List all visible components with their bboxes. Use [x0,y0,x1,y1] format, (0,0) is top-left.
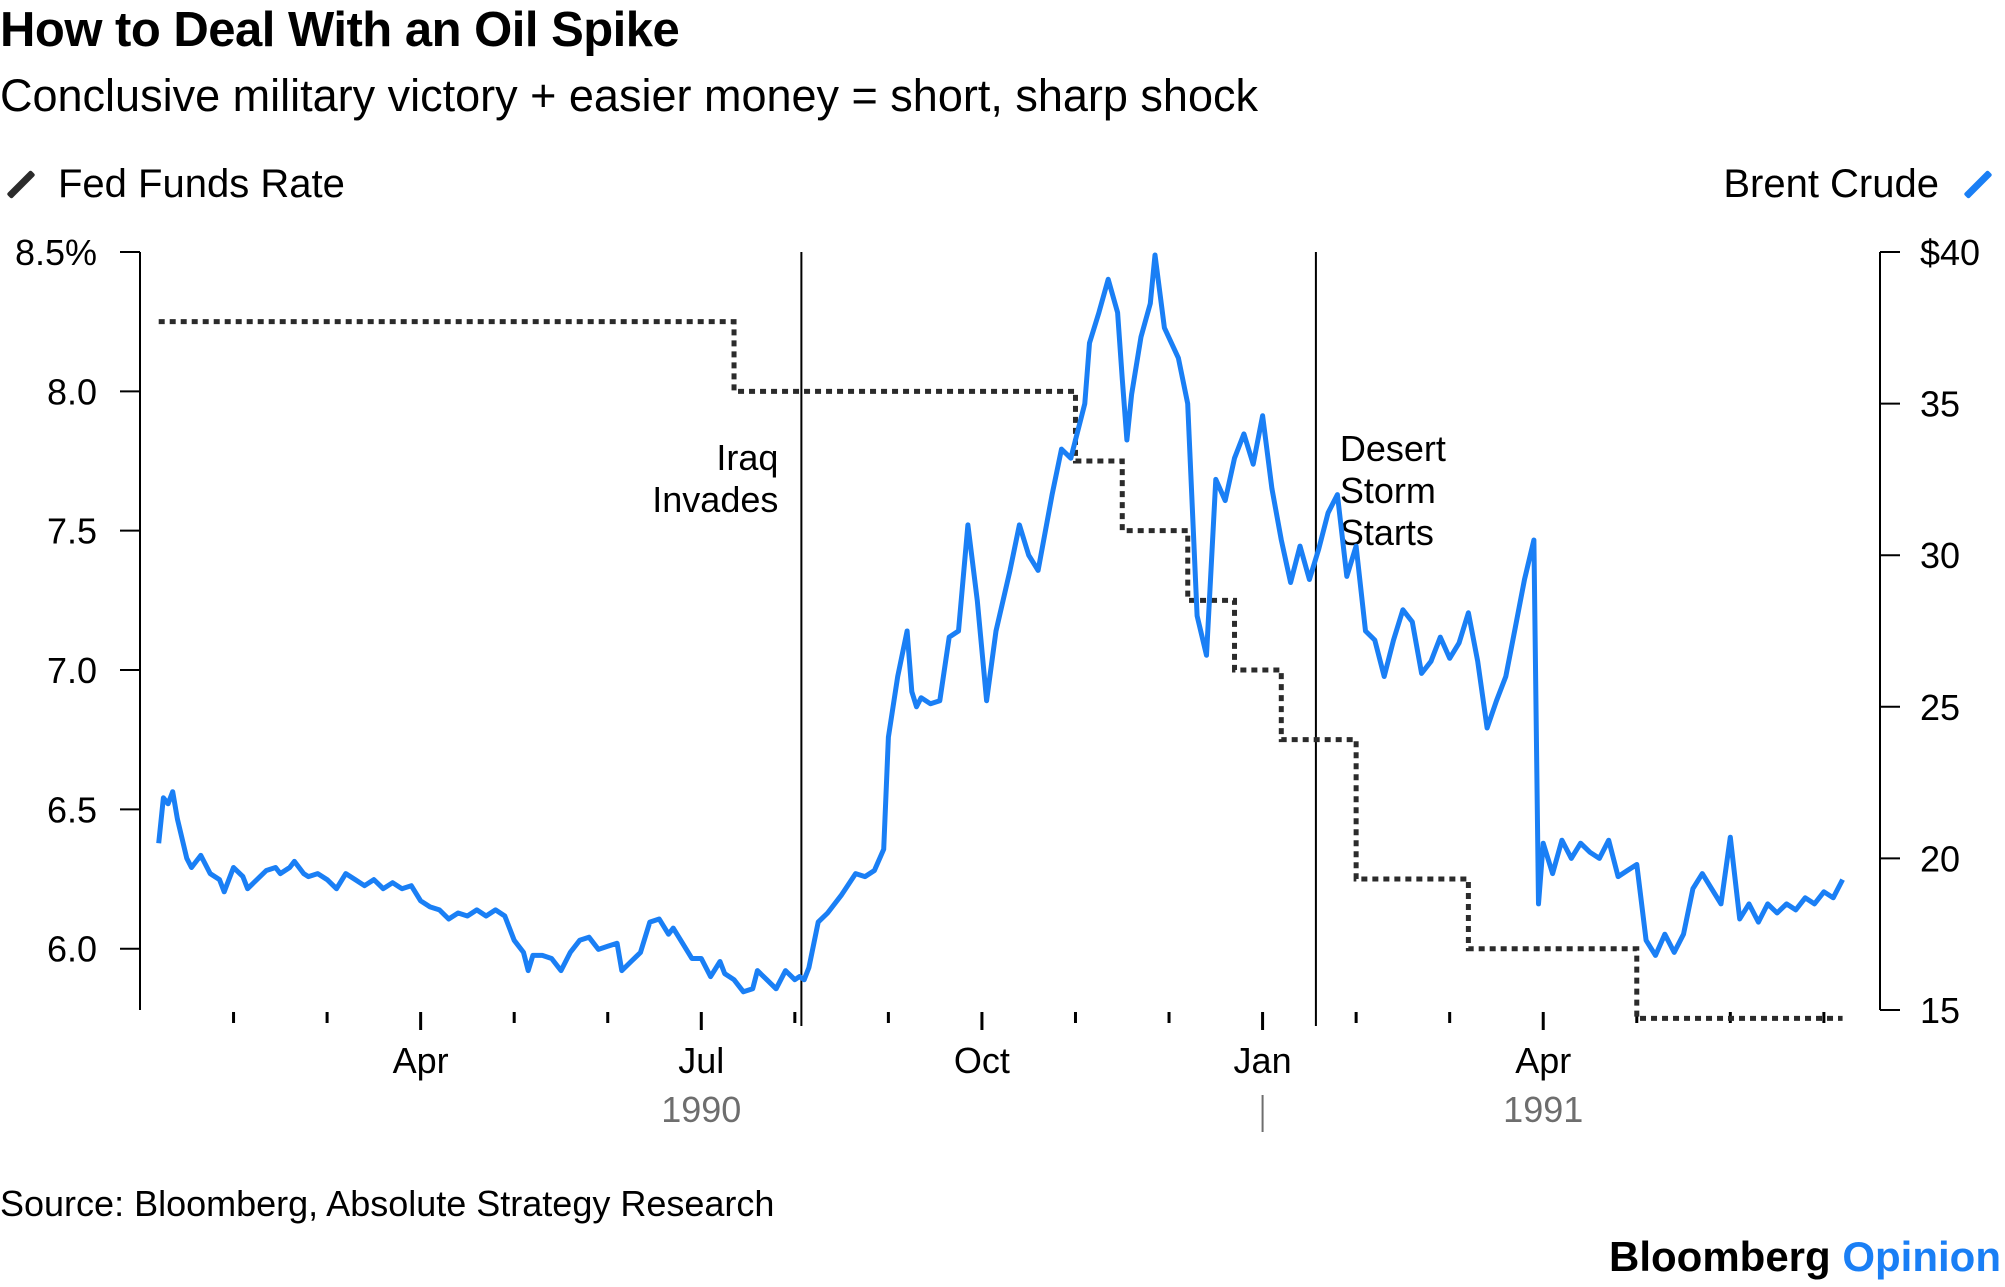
left-tick-label: 7.0 [47,650,97,691]
x-tick-label: Oct [954,1040,1010,1081]
left-tick-label: 8.5% [15,232,97,273]
source-note: Source: Bloomberg, Absolute Strategy Res… [0,1183,775,1224]
brand-logo: Bloomberg Opinion [1609,1233,2001,1281]
right-tick-label: 25 [1920,687,1960,728]
event-label: Desert [1340,428,1446,469]
event-label: Invades [652,479,778,520]
right-tick-label: $40 [1920,232,1980,273]
year-label: 1991 [1503,1089,1583,1130]
event-label: Iraq [716,437,778,478]
x-tick-label: Apr [393,1040,449,1081]
year-label: 1990 [661,1089,741,1130]
brent-line [156,252,1845,995]
brand-name: Bloomberg [1609,1233,1831,1280]
fed-funds-line [158,319,1843,1021]
event-label: Storm [1340,470,1436,511]
right-tick-label: 35 [1920,384,1960,425]
left-tick-label: 7.5 [47,511,97,552]
left-tick-label: 6.5 [47,789,97,830]
legend-brent-label: Brent Crude [1723,162,1939,206]
fed-funds-series [158,319,1843,1021]
left-tick-label: 6.0 [47,929,97,970]
x-tick-label: Jan [1234,1040,1292,1081]
legend-fed-funds: Fed Funds Rate [4,162,345,207]
chart-subtitle: Conclusive military victory + easier mon… [0,70,1258,121]
brent-series [156,252,1845,995]
legend-brent: Brent Crude [1723,162,1995,207]
brand-product: Opinion [1842,1233,2001,1280]
chart-title: How to Deal With an Oil Spike [0,3,680,57]
axes-group: 8.5% 8.0 7.5 7.0 6.5 6.0 $40 35 30 25 20 15 Apr Jul Oc… [15,232,1980,1132]
left-tick-label: 8.0 [47,371,97,412]
right-tick-label: 20 [1920,838,1960,879]
x-tick-label: Apr [1515,1040,1571,1081]
right-tick-label: 15 [1920,990,1960,1031]
legend-fed-funds-label: Fed Funds Rate [58,162,345,206]
right-tick-label: 30 [1920,535,1960,576]
x-tick-label: Jul [678,1040,724,1081]
